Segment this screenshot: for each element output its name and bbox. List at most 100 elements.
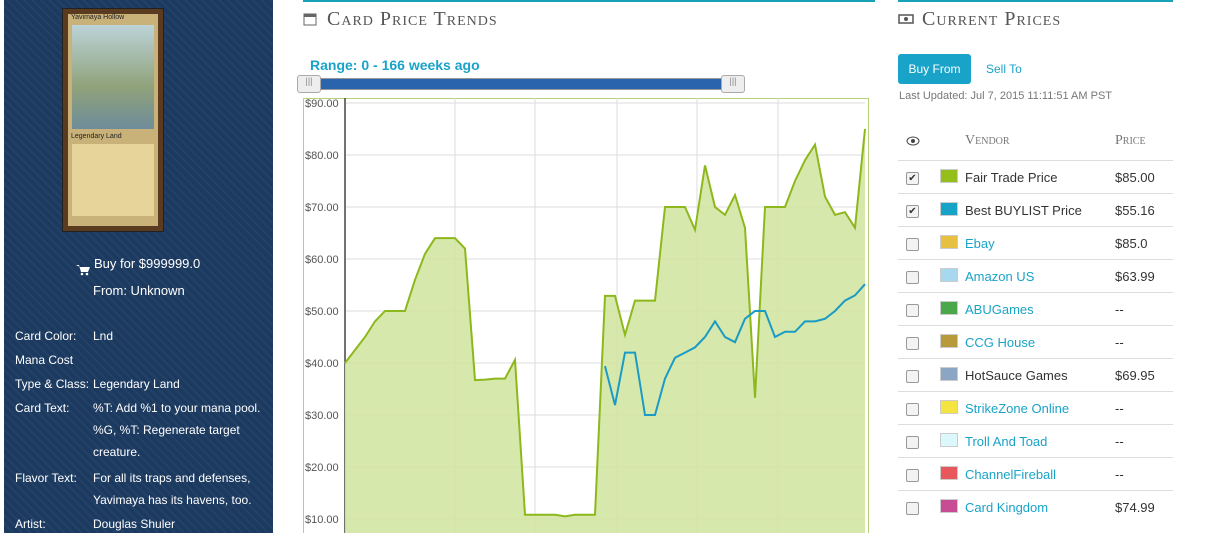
- checkbox[interactable]: [906, 502, 919, 515]
- y-tick-label: $20.00: [305, 462, 339, 474]
- y-tick-label: $40.00: [305, 358, 339, 370]
- vendor-price: --: [1115, 467, 1124, 482]
- detail-label: Card Color:: [15, 329, 77, 343]
- detail-value: For all its traps and defenses, Yavimaya…: [93, 471, 252, 507]
- from: From: Unknown: [93, 283, 185, 298]
- y-tick-label: $10.00: [305, 514, 339, 526]
- detail-value: Legendary Land: [93, 377, 180, 391]
- vendor-name: Fair Trade Price: [965, 170, 1058, 185]
- detail-label: Flavor Text:: [15, 471, 77, 485]
- row-rule: [898, 292, 1173, 293]
- slider-handle[interactable]: |||: [297, 75, 321, 93]
- vendor-price: --: [1115, 401, 1124, 416]
- card-type: Legendary Land: [71, 133, 122, 140]
- money-icon: [898, 14, 914, 24]
- swatch: [940, 466, 958, 480]
- swatch: [940, 433, 958, 447]
- section-title: Card Price Trends: [327, 8, 498, 30]
- swatch: [940, 301, 958, 315]
- area: [345, 128, 865, 533]
- vendor-price: $85.00: [1115, 170, 1155, 185]
- section-title: Current Prices: [922, 8, 1062, 30]
- eye-icon: [906, 136, 920, 146]
- row-rule: [898, 391, 1173, 392]
- checkbox[interactable]: [906, 337, 919, 350]
- row-rule: [898, 490, 1173, 491]
- chart-frame: [303, 98, 869, 533]
- row-rule: [898, 226, 1173, 227]
- checkbox[interactable]: [906, 469, 919, 482]
- vendor-price: --: [1115, 335, 1124, 350]
- y-tick-label: $60.00: [305, 254, 339, 266]
- swatch: [940, 202, 958, 216]
- detail-value: Douglas Shuler: [93, 517, 176, 531]
- y-tick-label: $70.00: [305, 202, 339, 214]
- y-tick-label: $80.00: [305, 150, 339, 162]
- card-image[interactable]: Yavimaya Hollow Legendary Land: [62, 8, 164, 232]
- vendor-name: HotSauce Games: [965, 368, 1068, 383]
- checkbox[interactable]: [906, 238, 919, 251]
- checkbox[interactable]: [906, 271, 919, 284]
- swatch: [940, 367, 958, 381]
- row-rule: [898, 259, 1173, 260]
- checkbox[interactable]: ✔: [906, 205, 919, 218]
- vendor-name[interactable]: Card Kingdom: [965, 500, 1049, 515]
- detail-value: %T: Add %1 to your mana pool.: [93, 401, 261, 415]
- checkbox[interactable]: [906, 403, 919, 416]
- vendor-name: Best BUYLIST Price: [965, 203, 1082, 218]
- vendor-price: $63.99: [1115, 269, 1155, 284]
- last-updated: Last Updated: Jul 7, 2015 11:11:51 AM PS…: [899, 90, 1113, 102]
- y-tick-label: $50.00: [305, 306, 339, 318]
- cart-icon: [76, 265, 90, 276]
- row-rule: [898, 358, 1173, 359]
- detail-label: Mana Cost: [15, 353, 74, 367]
- slider-handle[interactable]: |||: [721, 75, 745, 93]
- vendor-price: --: [1115, 434, 1124, 449]
- vendor-price: $74.99: [1115, 500, 1155, 515]
- detail-value: Lnd: [93, 329, 114, 343]
- swatch: [940, 268, 958, 282]
- vendor-price: $85.0: [1115, 236, 1148, 251]
- vendor-name[interactable]: StrikeZone Online: [965, 401, 1070, 416]
- y-tick-label: $90.00: [305, 98, 339, 110]
- price-header: Price: [1115, 133, 1146, 148]
- range-label: Range: 0 - 166 weeks ago: [310, 57, 480, 73]
- vendor-name[interactable]: ABUGames: [965, 302, 1034, 317]
- buy-for[interactable]: Buy for $999999.0: [94, 256, 201, 271]
- swatch: [940, 499, 958, 513]
- rule: [898, 0, 1173, 2]
- detail-label: Type & Class:: [15, 377, 90, 391]
- row-rule: [898, 193, 1173, 194]
- sidebar: Yavimaya Hollow Legendary Land Buy for $…: [4, 0, 273, 533]
- checkbox[interactable]: [906, 304, 919, 317]
- vendor-name[interactable]: ChannelFireball: [965, 467, 1057, 482]
- checkbox[interactable]: ✔: [906, 172, 919, 185]
- checkbox[interactable]: [906, 436, 919, 449]
- y-tick-label: $30.00: [305, 410, 339, 422]
- card-name: Yavimaya Hollow: [71, 14, 125, 21]
- vendor-price: $69.95: [1115, 368, 1155, 383]
- row-rule: [898, 325, 1173, 326]
- checkbox[interactable]: [906, 370, 919, 383]
- vendor-header: Vendor: [965, 133, 1010, 148]
- line: [604, 283, 866, 416]
- buy-from-button[interactable]: Buy From: [898, 54, 971, 84]
- vendor-name[interactable]: Troll And Toad: [965, 434, 1048, 449]
- vendor-name[interactable]: CCG House: [965, 335, 1036, 350]
- vendor-price: $55.16: [1115, 203, 1155, 218]
- vendor-name[interactable]: Ebay: [965, 236, 995, 251]
- range-slider[interactable]: [298, 78, 744, 90]
- price-chart: $10.00 $20.00 $30.00 $40.00 $50.00 $60.00 $70.…: [303, 98, 869, 533]
- row-rule: [898, 424, 1173, 425]
- row-rule: [898, 457, 1173, 458]
- swatch: [940, 400, 958, 414]
- detail-value: %G, %T: Regenerate target creature.: [93, 423, 240, 459]
- swatch: [940, 334, 958, 348]
- rule: [303, 0, 875, 2]
- calendar-icon: [303, 13, 317, 26]
- swatch: [940, 169, 958, 183]
- line: [344, 128, 866, 518]
- sell-to-link[interactable]: Sell To: [986, 62, 1022, 76]
- vendor-name[interactable]: Amazon US: [965, 269, 1035, 284]
